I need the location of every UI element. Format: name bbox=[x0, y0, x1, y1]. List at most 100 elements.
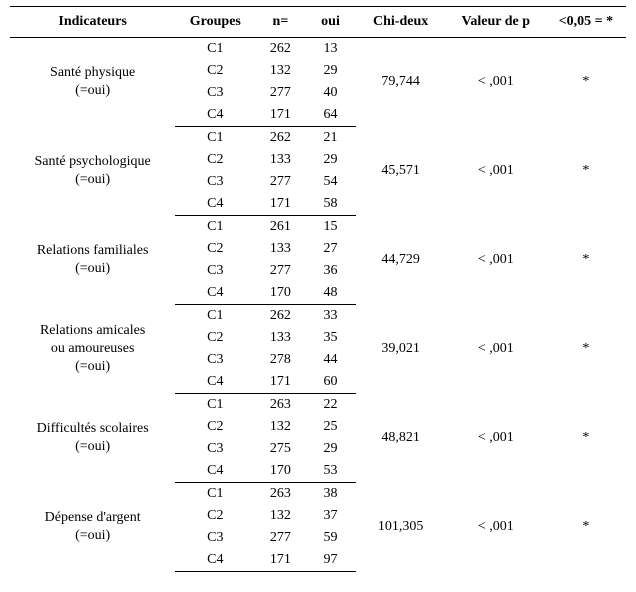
oui-cell: 59 bbox=[305, 527, 355, 549]
indicator-line: ou amoureuses bbox=[51, 341, 135, 356]
oui-cell: 35 bbox=[305, 327, 355, 349]
group-cell: C2 bbox=[175, 60, 255, 82]
group-cell: C4 bbox=[175, 193, 255, 216]
n-cell: 263 bbox=[255, 483, 305, 506]
group-cell: C2 bbox=[175, 505, 255, 527]
p-cell: < ,001 bbox=[446, 394, 546, 483]
group-cell: C1 bbox=[175, 38, 255, 61]
n-cell: 171 bbox=[255, 549, 305, 572]
chi-cell: 79,744 bbox=[356, 38, 446, 127]
header-n: n= bbox=[255, 7, 305, 38]
table-row: Difficultés scolaires (=oui) C1 263 22 4… bbox=[10, 394, 626, 417]
oui-cell: 22 bbox=[305, 394, 355, 417]
n-cell: 171 bbox=[255, 371, 305, 394]
n-cell: 133 bbox=[255, 238, 305, 260]
n-cell: 277 bbox=[255, 527, 305, 549]
n-cell: 132 bbox=[255, 416, 305, 438]
oui-cell: 48 bbox=[305, 282, 355, 305]
n-cell: 133 bbox=[255, 327, 305, 349]
oui-cell: 25 bbox=[305, 416, 355, 438]
n-cell: 277 bbox=[255, 82, 305, 104]
indicator-line: Difficultés scolaires bbox=[37, 421, 149, 436]
indicator-cell: Difficultés scolaires (=oui) bbox=[10, 394, 175, 483]
group-cell: C3 bbox=[175, 82, 255, 104]
oui-cell: 21 bbox=[305, 127, 355, 150]
group-cell: C4 bbox=[175, 371, 255, 394]
oui-cell: 64 bbox=[305, 104, 355, 127]
group-cell: C4 bbox=[175, 104, 255, 127]
group-cell: C2 bbox=[175, 327, 255, 349]
oui-cell: 44 bbox=[305, 349, 355, 371]
oui-cell: 54 bbox=[305, 171, 355, 193]
table-header-row: Indicateurs Groupes n= oui Chi-deux Vale… bbox=[10, 7, 626, 38]
p-cell: < ,001 bbox=[446, 305, 546, 394]
sig-cell: * bbox=[546, 483, 626, 572]
oui-cell: 29 bbox=[305, 438, 355, 460]
table-row: Dépense d'argent (=oui) C1 263 38 101,30… bbox=[10, 483, 626, 506]
indicator-line: Relations familiales bbox=[37, 243, 149, 258]
sig-cell: * bbox=[546, 38, 626, 127]
chi-cell: 48,821 bbox=[356, 394, 446, 483]
sig-cell: * bbox=[546, 305, 626, 394]
group-cell: C4 bbox=[175, 549, 255, 572]
table-row: Relations familiales (=oui) C1 261 15 44… bbox=[10, 216, 626, 239]
indicator-line: Santé physique bbox=[50, 65, 135, 80]
chi-cell: 101,305 bbox=[356, 483, 446, 572]
indicator-line: Relations amicales bbox=[40, 323, 145, 338]
indicator-cell: Santé physique (=oui) bbox=[10, 38, 175, 127]
n-cell: 278 bbox=[255, 349, 305, 371]
oui-cell: 60 bbox=[305, 371, 355, 394]
n-cell: 261 bbox=[255, 216, 305, 239]
indicator-cell: Santé psychologique (=oui) bbox=[10, 127, 175, 216]
group-cell: C4 bbox=[175, 460, 255, 483]
group-cell: C2 bbox=[175, 149, 255, 171]
header-chi: Chi-deux bbox=[356, 7, 446, 38]
n-cell: 132 bbox=[255, 60, 305, 82]
indicator-line: (=oui) bbox=[75, 172, 110, 187]
indicator-line: Dépense d'argent bbox=[45, 510, 141, 525]
n-cell: 170 bbox=[255, 460, 305, 483]
p-cell: < ,001 bbox=[446, 38, 546, 127]
n-cell: 171 bbox=[255, 104, 305, 127]
table-row: Relations amicales ou amoureuses (=oui) … bbox=[10, 305, 626, 328]
header-sig: <0,05 = * bbox=[546, 7, 626, 38]
chi-cell: 45,571 bbox=[356, 127, 446, 216]
indicator-line: (=oui) bbox=[75, 528, 110, 543]
header-indicateurs: Indicateurs bbox=[10, 7, 175, 38]
group-cell: C3 bbox=[175, 260, 255, 282]
p-cell: < ,001 bbox=[446, 216, 546, 305]
oui-cell: 97 bbox=[305, 549, 355, 572]
oui-cell: 40 bbox=[305, 82, 355, 104]
indicator-line: (=oui) bbox=[75, 83, 110, 98]
n-cell: 171 bbox=[255, 193, 305, 216]
indicator-line: (=oui) bbox=[75, 439, 110, 454]
sig-cell: * bbox=[546, 216, 626, 305]
oui-cell: 58 bbox=[305, 193, 355, 216]
group-cell: C3 bbox=[175, 527, 255, 549]
oui-cell: 15 bbox=[305, 216, 355, 239]
n-cell: 263 bbox=[255, 394, 305, 417]
header-oui: oui bbox=[305, 7, 355, 38]
n-cell: 133 bbox=[255, 149, 305, 171]
group-cell: C3 bbox=[175, 171, 255, 193]
indicator-line: (=oui) bbox=[75, 261, 110, 276]
indicator-cell: Relations familiales (=oui) bbox=[10, 216, 175, 305]
chi-cell: 39,021 bbox=[356, 305, 446, 394]
n-cell: 170 bbox=[255, 282, 305, 305]
oui-cell: 38 bbox=[305, 483, 355, 506]
n-cell: 132 bbox=[255, 505, 305, 527]
p-cell: < ,001 bbox=[446, 127, 546, 216]
header-groupes: Groupes bbox=[175, 7, 255, 38]
indicator-line: Santé psychologique bbox=[35, 154, 151, 169]
oui-cell: 37 bbox=[305, 505, 355, 527]
n-cell: 275 bbox=[255, 438, 305, 460]
oui-cell: 13 bbox=[305, 38, 355, 61]
n-cell: 262 bbox=[255, 305, 305, 328]
group-cell: C1 bbox=[175, 216, 255, 239]
group-cell: C4 bbox=[175, 282, 255, 305]
oui-cell: 29 bbox=[305, 60, 355, 82]
stats-table-container: Indicateurs Groupes n= oui Chi-deux Vale… bbox=[0, 0, 636, 582]
group-cell: C3 bbox=[175, 438, 255, 460]
oui-cell: 27 bbox=[305, 238, 355, 260]
group-cell: C1 bbox=[175, 394, 255, 417]
